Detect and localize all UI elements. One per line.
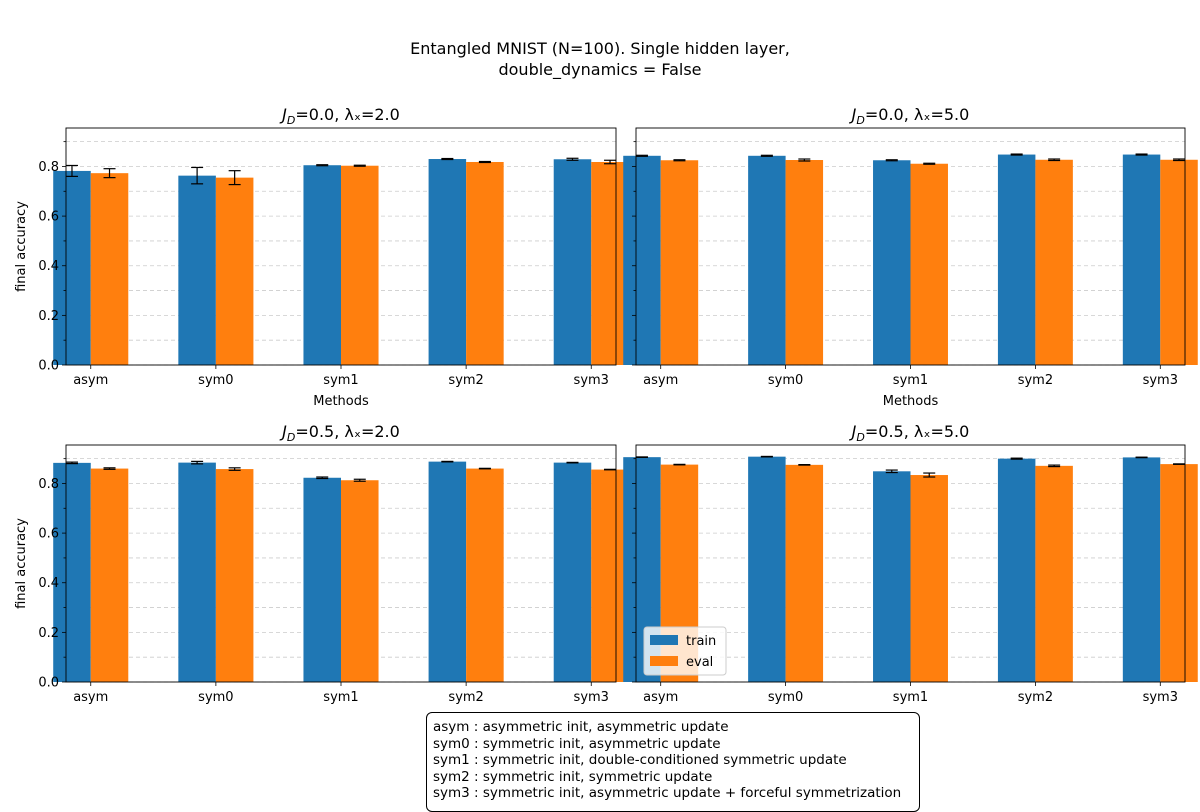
bar-eval-sym3 — [1160, 159, 1198, 365]
figure-title-line2: double_dynamics = False — [498, 60, 702, 79]
x-tick-label-sym1: sym1 — [893, 690, 928, 705]
bar-train-sym3 — [553, 462, 592, 682]
bar-train-sym3 — [1122, 154, 1161, 365]
y-tick-label: 0.2 — [38, 309, 59, 324]
subplot-title: JD=0.0, λₓ=2.0 — [279, 105, 400, 127]
bar-eval-sym2 — [466, 468, 504, 682]
subplot-2: asym sym0 sym1 sym2 sym3 Methods JD=0.0, λₓ=5.… — [623, 105, 1198, 409]
note-asym: asym : asymmetric init, asymmetric updat… — [433, 719, 729, 735]
bar-train-sym2 — [997, 458, 1036, 682]
subplot-title: JD=0.5, λₓ=5.0 — [849, 422, 970, 444]
x-tick-label-asym: asym — [643, 373, 678, 388]
legend-swatch-eval — [650, 656, 678, 666]
y-axis-label: final accuracy — [14, 201, 29, 292]
y-tick-label: 0.6 — [38, 210, 59, 225]
bar-train-sym1 — [873, 471, 911, 682]
legend-label-train: train — [686, 634, 716, 649]
x-tick-label-sym0: sym0 — [198, 690, 233, 705]
bar-eval-sym1 — [341, 480, 379, 682]
subplot-title: JD=0.0, λₓ=5.0 — [849, 105, 970, 127]
method-notes-box: asym : asymmetric init, asymmetric updat… — [426, 712, 920, 812]
legend-label-eval: eval — [686, 655, 713, 670]
bar-eval-sym1 — [910, 475, 948, 682]
y-tick-label: 0.0 — [38, 676, 59, 691]
bar-eval-sym0 — [785, 160, 824, 365]
subplot-1: 0.0 0.2 0.4 0.6 0.8 asym sym0 sym1 sym2 sym3 Metho… — [14, 105, 629, 409]
x-tick-label-sym1: sym1 — [893, 373, 928, 388]
note-sym0: sym0 : symmetric init, asymmetric update — [433, 735, 721, 752]
x-axis-label: Methods — [313, 394, 369, 409]
y-tick-label: 0.8 — [38, 477, 59, 492]
x-tick-label-sym1: sym1 — [323, 690, 358, 705]
y-tick-label: 0.0 — [38, 359, 59, 374]
bar-eval-sym1 — [910, 163, 948, 365]
bar-train-sym2 — [428, 461, 467, 682]
y-tick-label: 0.4 — [38, 259, 59, 274]
bar-eval-sym0 — [215, 177, 254, 365]
x-tick-label-sym3: sym3 — [1143, 690, 1178, 705]
subplot-3: 0.0 0.2 0.4 0.6 0.8 asym sym0 sym1 sym2 sym3 final… — [14, 422, 629, 705]
bar-train-sym3 — [1122, 457, 1161, 682]
subplot-4: asym sym0 sym1 sym2 sym3 JD=0.5, λₓ=5.0 train e… — [623, 422, 1198, 705]
x-tick-label-sym1: sym1 — [323, 373, 358, 388]
x-tick-label-sym3: sym3 — [1143, 373, 1178, 388]
bar-train-sym2 — [428, 159, 467, 365]
x-tick-label-sym2: sym2 — [1018, 373, 1053, 388]
bar-eval-sym3 — [591, 161, 629, 365]
bar-train-sym0 — [178, 175, 216, 365]
x-tick-label-asym: asym — [73, 373, 108, 388]
y-tick-label: 0.6 — [38, 527, 59, 542]
bar-eval-sym2 — [1035, 465, 1073, 682]
bar-train-sym1 — [303, 165, 341, 365]
note-sym2: sym2 : symmetric init, symmetric update — [433, 768, 713, 785]
bar-eval-asym — [660, 160, 699, 365]
bar-train-sym0 — [178, 462, 216, 682]
x-axis-label: Methods — [883, 394, 939, 409]
bar-eval-asym — [90, 468, 129, 682]
note-sym1: sym1 : symmetric init, double-conditione… — [433, 752, 847, 768]
y-tick-label: 0.4 — [38, 576, 59, 591]
bar-eval-sym2 — [1035, 159, 1073, 365]
x-tick-label-sym3: sym3 — [574, 690, 609, 705]
bar-train-sym1 — [303, 477, 341, 682]
x-tick-label-sym0: sym0 — [768, 690, 803, 705]
bar-eval-asym — [90, 173, 129, 365]
x-tick-label-sym2: sym2 — [448, 690, 483, 705]
bar-train-sym1 — [873, 160, 911, 365]
bar-eval-sym0 — [215, 469, 254, 682]
subplot-title: JD=0.5, λₓ=2.0 — [279, 422, 400, 444]
bar-train-asym — [53, 170, 91, 365]
note-sym3: sym3 : symmetric init, asymmetric update… — [433, 785, 902, 801]
x-tick-label-sym0: sym0 — [768, 373, 803, 388]
bar-train-sym3 — [553, 159, 592, 365]
bar-eval-sym0 — [785, 464, 824, 682]
bar-eval-sym1 — [341, 165, 379, 365]
x-tick-label-sym0: sym0 — [198, 373, 233, 388]
x-tick-label-sym3: sym3 — [574, 373, 609, 388]
legend-swatch-train — [650, 635, 678, 645]
x-tick-label-asym: asym — [73, 690, 108, 705]
bar-train-asym — [53, 462, 91, 682]
figure-title-line1: Entangled MNIST (N=100). Single hidden l… — [410, 39, 790, 58]
bar-train-sym2 — [997, 154, 1036, 365]
y-tick-label: 0.2 — [38, 626, 59, 641]
bar-train-asym — [623, 155, 661, 365]
bar-eval-sym3 — [1160, 464, 1198, 682]
series-legend: train eval — [643, 626, 727, 676]
x-tick-label-sym2: sym2 — [448, 373, 483, 388]
bar-train-sym0 — [748, 456, 786, 682]
y-axis-label: final accuracy — [14, 518, 29, 609]
y-tick-label: 0.8 — [38, 160, 59, 175]
x-tick-label-sym2: sym2 — [1018, 690, 1053, 705]
bar-train-sym0 — [748, 155, 786, 365]
bar-eval-sym3 — [591, 469, 629, 682]
x-tick-label-asym: asym — [643, 690, 678, 705]
bar-eval-sym2 — [466, 161, 504, 365]
